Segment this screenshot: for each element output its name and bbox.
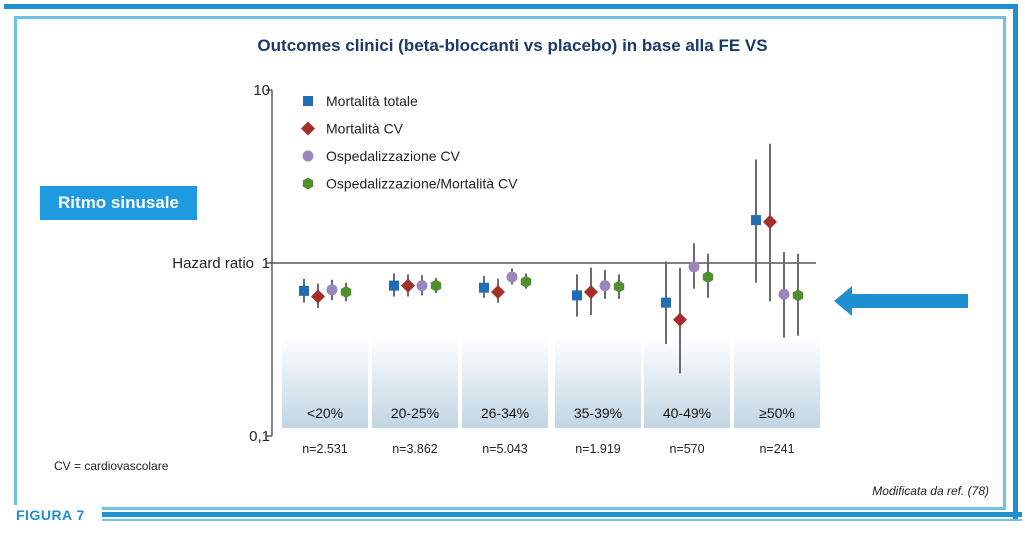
data-point: [673, 312, 687, 327]
legend-marker: [301, 121, 315, 136]
data-point: [778, 288, 790, 300]
data-point: [702, 271, 714, 283]
data-point: [311, 289, 325, 304]
footer-rule-thin: [98, 519, 1022, 521]
y-tick-label: 10: [253, 82, 270, 99]
sample-size-label: n=570: [669, 442, 704, 456]
category-box: [555, 337, 641, 428]
data-point: [506, 271, 518, 283]
legend-label: Ospedalizzazione CV: [326, 148, 461, 164]
data-point: [416, 280, 428, 292]
data-point: [751, 215, 761, 226]
legend-marker: [302, 150, 314, 162]
sample-size-label: n=3.862: [392, 442, 438, 456]
legend-marker: [303, 96, 313, 106]
ritmo-sinusale-badge: Ritmo sinusale: [40, 186, 197, 220]
chart-title: Outcomes clinici (beta-bloccanti vs plac…: [257, 36, 768, 55]
data-point: [613, 280, 625, 293]
inner-frame: [14, 16, 1006, 510]
data-point: [326, 284, 338, 296]
outer-frame: [4, 4, 1018, 520]
category-label: 20-25%: [391, 405, 439, 421]
y-tick-label: 1: [262, 255, 270, 272]
category-label: <20%: [307, 405, 343, 421]
data-point: [584, 284, 598, 299]
data-point: [299, 285, 309, 296]
category-box: [734, 337, 820, 428]
category-box: [372, 337, 458, 428]
legend-label: Mortalità totale: [326, 93, 418, 109]
data-point: [688, 261, 700, 273]
legend-label: Mortalità CV: [326, 121, 404, 137]
category-label: ≥50%: [759, 405, 795, 421]
y-tick-label: 0,1: [249, 428, 270, 445]
y-axis-label: Hazard ratio: [172, 255, 254, 272]
footer-rule: [98, 512, 1022, 517]
data-point: [401, 278, 415, 293]
figure-label: FIGURA 7: [12, 505, 102, 525]
data-point: [430, 279, 442, 292]
data-point: [572, 290, 582, 301]
category-box: [462, 337, 548, 428]
category-label: 26-34%: [481, 405, 529, 421]
sample-size-label: n=5.043: [482, 442, 528, 456]
category-box: [282, 337, 368, 428]
legend-label: Ospedalizzazione/Mortalità CV: [326, 176, 518, 192]
sample-size-label: n=2.531: [302, 442, 348, 456]
data-point: [599, 280, 611, 292]
data-point: [763, 214, 777, 229]
data-point: [661, 297, 671, 308]
legend-marker: [302, 177, 314, 190]
category-box: [644, 337, 730, 428]
source-note: Modificata da ref. (78): [872, 484, 989, 498]
data-point: [792, 289, 804, 302]
sample-size-label: n=1.919: [575, 442, 621, 456]
category-label: 40-49%: [663, 405, 711, 421]
data-point: [520, 275, 532, 288]
data-point: [340, 286, 352, 298]
pointer-arrow-icon: [834, 286, 968, 316]
sample-size-label: n=241: [759, 442, 794, 456]
data-point: [491, 284, 505, 299]
category-label: 35-39%: [574, 405, 622, 421]
data-point: [389, 280, 399, 291]
data-point: [479, 282, 489, 293]
footnote: CV = cardiovascolare: [54, 459, 169, 473]
